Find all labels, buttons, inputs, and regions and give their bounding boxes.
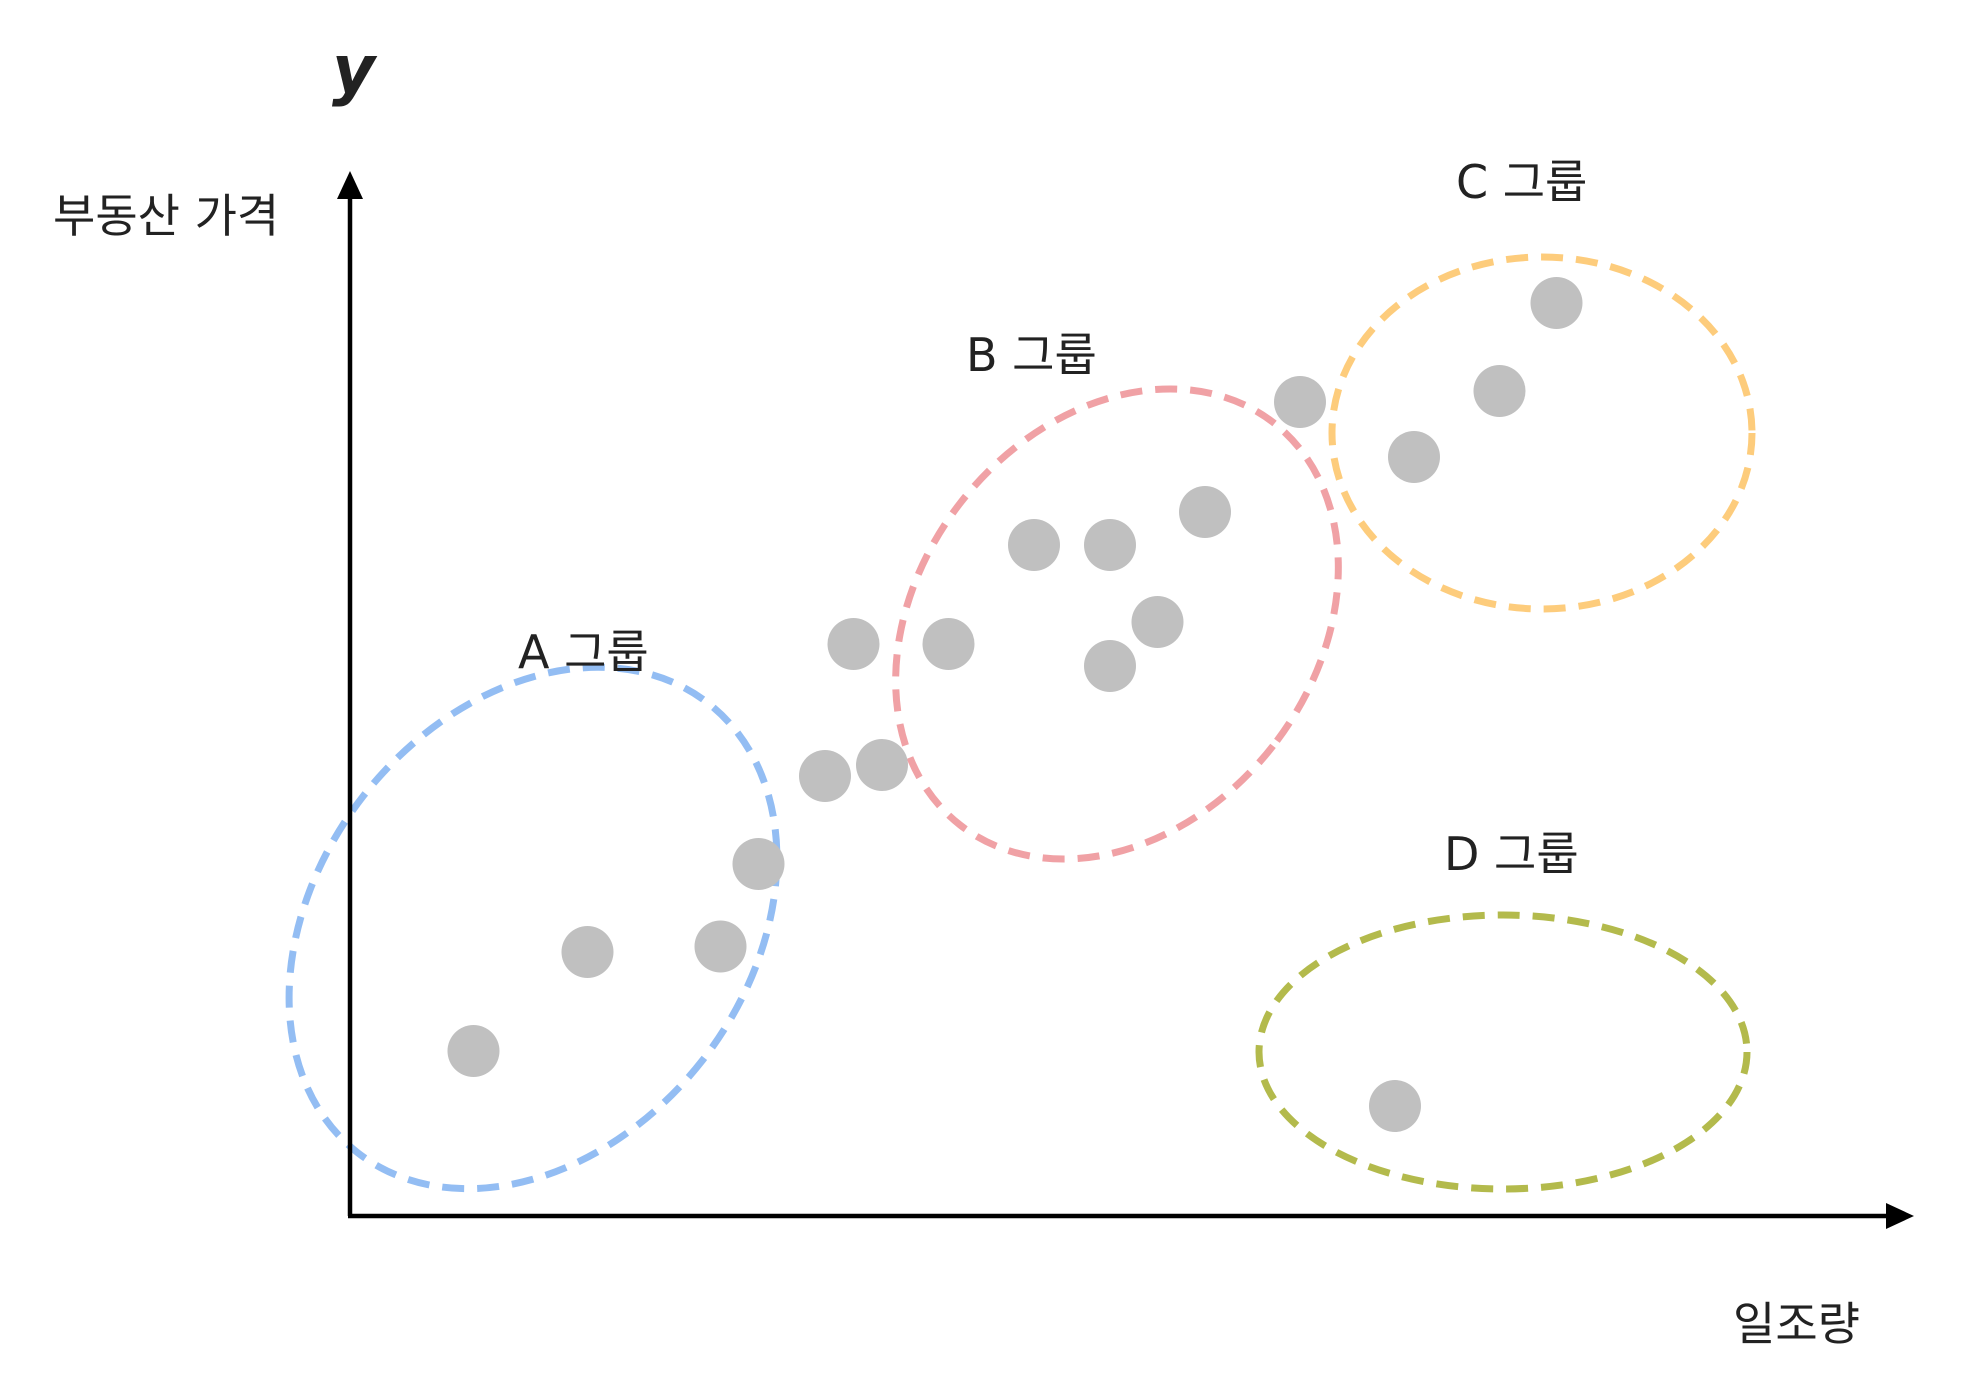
data-point-c-4 xyxy=(1530,277,1583,329)
cluster-outline-a xyxy=(285,663,781,1193)
group-label-c: C 그룹 xyxy=(1456,155,1587,209)
data-point-b-5 xyxy=(1084,519,1136,571)
data-point-a-4 xyxy=(732,838,785,890)
data-point-c-1 xyxy=(1274,376,1326,428)
y-axis-label: 부동산 가격 xyxy=(53,189,279,243)
axes xyxy=(337,171,1914,1229)
data-point-b-4 xyxy=(1008,519,1060,571)
x-axis-label: 일조량 xyxy=(1733,1297,1860,1351)
data-point-b-2 xyxy=(827,618,880,670)
data-point-b-7 xyxy=(1084,640,1136,692)
data-point-a-1 xyxy=(447,1025,500,1077)
data-point-b-3 xyxy=(922,618,975,670)
data-points xyxy=(447,277,1583,1132)
y-axis-arrow xyxy=(337,171,363,199)
data-point-a-3 xyxy=(694,920,747,973)
cluster-outline-b xyxy=(892,385,1342,863)
group-label-d: D 그룹 xyxy=(1444,827,1579,881)
data-point-c-3 xyxy=(1473,365,1526,417)
group-label-b: B 그룹 xyxy=(966,328,1097,382)
data-point-c-2 xyxy=(1388,431,1440,483)
data-point-a-5 xyxy=(799,750,851,802)
data-point-a-2 xyxy=(561,926,614,978)
data-point-b-6 xyxy=(1131,596,1184,648)
group-label-a: A 그룹 xyxy=(518,625,649,679)
cluster-outlines xyxy=(285,253,1756,1193)
cluster-outline-c xyxy=(1328,253,1756,613)
data-point-d-1 xyxy=(1369,1080,1421,1132)
x-axis-arrow xyxy=(1886,1203,1914,1229)
cluster-outline-d xyxy=(1255,911,1751,1193)
y-axis-symbol: y xyxy=(332,31,378,108)
data-point-b-8 xyxy=(1179,486,1231,538)
data-point-b-1 xyxy=(856,739,908,791)
